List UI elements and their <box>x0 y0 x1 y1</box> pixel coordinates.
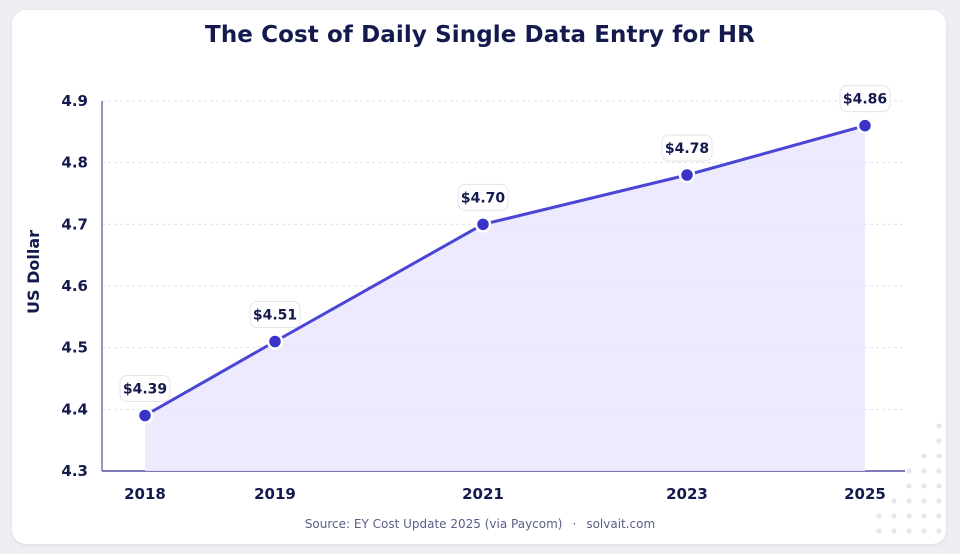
decor-dot <box>936 453 942 459</box>
data-point <box>136 407 154 424</box>
source-text: Source: EY Cost Update 2025 (via Paycom) <box>304 517 563 531</box>
data-label: $4.70 <box>461 190 506 206</box>
data-point <box>474 216 492 233</box>
decor-dot <box>936 423 942 429</box>
decor-dot <box>936 513 942 519</box>
decorative-dot-grid <box>876 423 942 534</box>
data-label: $4.78 <box>665 141 709 157</box>
decor-dot <box>936 498 942 504</box>
decor-dot <box>891 528 897 534</box>
data-label: $4.39 <box>123 382 167 398</box>
decor-dot <box>921 468 927 474</box>
y-tick-label: 4.9 <box>61 92 88 110</box>
data-label-box <box>839 85 891 113</box>
decor-dot <box>906 468 912 474</box>
decor-dot <box>921 453 927 459</box>
data-point <box>678 166 696 184</box>
decor-dot <box>906 498 912 504</box>
data-point <box>856 117 874 134</box>
decor-dot <box>876 513 882 519</box>
decor-dot <box>936 483 942 489</box>
x-tick-label: 2023 <box>666 485 708 503</box>
decor-dot <box>936 468 942 474</box>
data-label-box <box>249 301 301 328</box>
x-tick-label: 2021 <box>462 485 504 503</box>
decor-dot <box>936 438 942 444</box>
x-tick-label: 2019 <box>254 485 296 503</box>
source-site: solvait.com <box>586 517 656 531</box>
decor-dot <box>921 528 927 534</box>
x-tick-label: 2018 <box>124 485 166 503</box>
decor-dot <box>906 528 912 534</box>
decor-dot <box>921 513 927 519</box>
decor-dot <box>921 498 927 504</box>
x-tick-label: 2025 <box>844 485 886 503</box>
y-tick-label: 4.7 <box>61 215 88 233</box>
data-label-box <box>661 134 713 162</box>
data-label: $4.86 <box>843 92 887 108</box>
decor-dot <box>906 513 912 519</box>
decor-dot <box>906 483 912 489</box>
y-tick-label: 4.6 <box>61 277 88 295</box>
data-label-box <box>457 183 509 211</box>
decor-dot <box>921 483 927 489</box>
y-tick-label: 4.3 <box>61 462 88 480</box>
decor-dot <box>891 513 897 519</box>
y-tick-label: 4.4 <box>61 400 88 418</box>
source-separator: · <box>572 517 577 531</box>
area-fill <box>145 125 865 472</box>
decor-dot <box>876 528 882 534</box>
y-tick-label: 4.8 <box>61 154 88 172</box>
data-label: $4.51 <box>253 308 297 324</box>
source-note: Source: EY Cost Update 2025 (via Paycom)… <box>0 517 960 531</box>
chart-title: The Cost of Daily Single Data Entry for … <box>205 22 755 48</box>
data-label-box <box>119 375 171 402</box>
decor-dot <box>891 498 897 504</box>
decor-dot <box>936 528 942 534</box>
data-point <box>266 333 284 350</box>
y-axis-title: US Dollar <box>24 230 43 314</box>
y-tick-label: 4.5 <box>61 339 88 357</box>
